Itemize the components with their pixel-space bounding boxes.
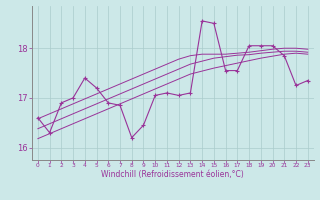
- X-axis label: Windchill (Refroidissement éolien,°C): Windchill (Refroidissement éolien,°C): [101, 170, 244, 179]
